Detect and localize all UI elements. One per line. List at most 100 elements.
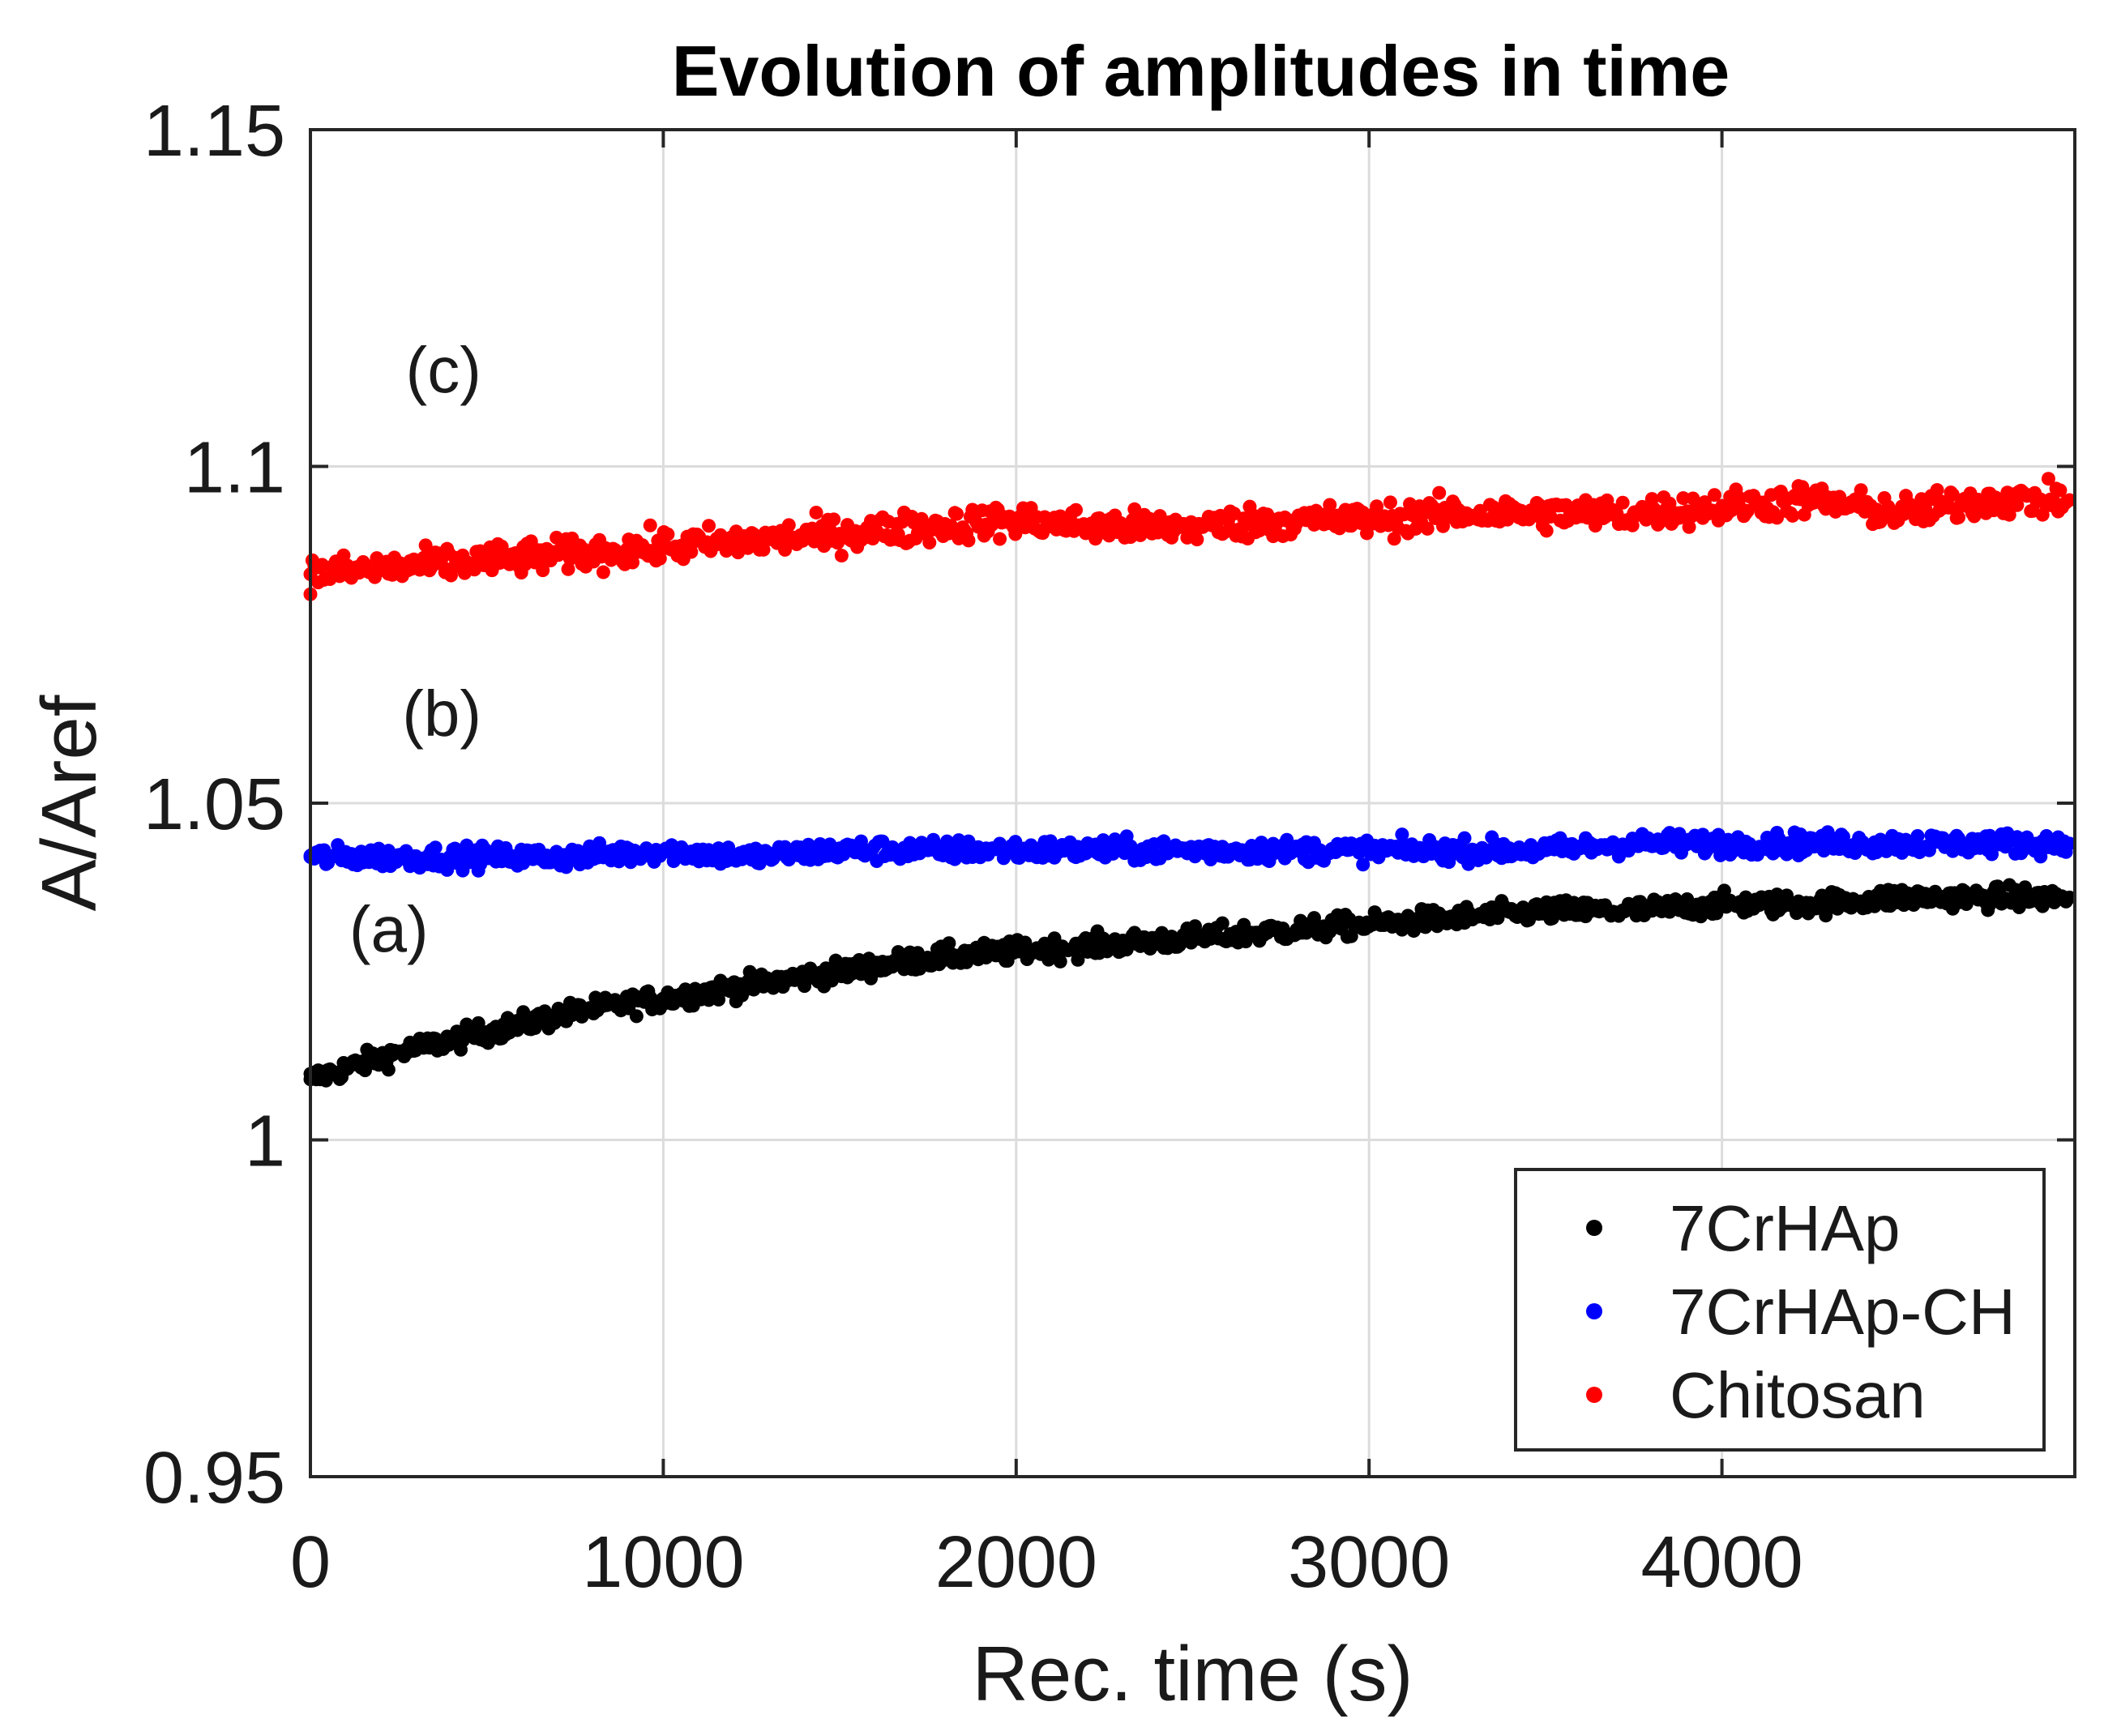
data-point — [2062, 493, 2076, 507]
data-point — [921, 520, 935, 534]
x-axis-label: Rec. time (s) — [972, 1631, 1413, 1717]
scatter-point — [1539, 524, 1554, 538]
legend-label: Chitosan — [1670, 1359, 1926, 1431]
data-point — [1450, 507, 1465, 521]
data-point — [568, 1005, 583, 1020]
data-point — [1538, 507, 1553, 521]
data-point — [1627, 836, 1641, 851]
scatter-point — [1370, 499, 1384, 514]
data-point — [1715, 499, 1730, 514]
scatter-point — [1836, 829, 1850, 844]
scatter-point — [1008, 527, 1023, 541]
data-point — [391, 560, 406, 575]
scatter-point — [1420, 521, 1435, 536]
scatter-point — [1854, 483, 1868, 498]
scatter-point — [1676, 491, 1691, 506]
series-annotation: (a) — [349, 893, 429, 965]
data-point — [656, 991, 670, 1006]
scatter-point — [1567, 896, 1581, 910]
scatter-point — [942, 936, 956, 951]
scatter-point — [781, 518, 796, 532]
scatter-point — [418, 538, 433, 553]
chart-title: Evolution of amplitudes in time — [672, 31, 1730, 111]
data-point — [1186, 930, 1200, 945]
scatter-point — [1713, 848, 1728, 862]
scatter-point — [1930, 483, 1944, 498]
scatter-point — [1686, 491, 1700, 506]
series-annotations: (c) (b) (a) — [349, 334, 481, 965]
x-tick-label: 1000 — [582, 1522, 744, 1603]
y-tick-label: 1 — [245, 1101, 285, 1182]
data-point — [1362, 513, 1376, 528]
grid-lines — [310, 130, 2075, 1477]
data-point — [921, 843, 935, 857]
legend-label: 7CrHAp — [1670, 1192, 1901, 1264]
data-point — [1009, 944, 1024, 959]
scatter-point — [1215, 916, 1229, 930]
scatter-point — [827, 512, 841, 527]
scatter-point — [596, 565, 610, 579]
data-point — [832, 964, 847, 979]
y-tick-label: 1.1 — [184, 428, 285, 509]
data-point — [1979, 836, 1994, 851]
scatter-point — [1682, 520, 1696, 534]
data-point — [921, 951, 935, 965]
y-tick-label: 1.05 — [143, 764, 285, 845]
scatter-point — [1069, 502, 1084, 517]
scatter-point — [1910, 828, 1925, 843]
data-point — [1273, 513, 1288, 528]
scatter-point — [1053, 954, 1067, 968]
scatter-point — [1615, 495, 1630, 510]
data-point — [568, 547, 583, 562]
scatter-point — [834, 549, 849, 563]
scatter-point — [626, 555, 640, 570]
scatter-point — [1457, 831, 1472, 845]
axis-ticks: 0 1000 2000 3000 4000 0.95 1 1.05 1.1 1.15 — [143, 91, 2075, 1603]
data-point — [656, 843, 670, 857]
legend-label: 7CrHAp-CH — [1670, 1276, 2016, 1348]
data-point — [832, 843, 847, 857]
data-point — [1273, 843, 1288, 857]
legend-box — [1514, 1168, 2046, 1452]
scatter-point — [652, 551, 667, 566]
data-point — [1273, 924, 1288, 939]
scatter-point — [1945, 487, 1960, 502]
data-point — [391, 849, 406, 864]
data-point — [1362, 843, 1376, 857]
scatter-point — [440, 862, 455, 877]
data-point — [1097, 843, 1112, 857]
data-point — [1803, 493, 1817, 507]
scatter-point — [961, 533, 976, 548]
scatter-point — [1356, 857, 1371, 872]
data-points — [303, 472, 2076, 1088]
data-point — [480, 849, 494, 864]
data-point — [656, 540, 670, 554]
scatter-point — [2041, 472, 2055, 486]
scatter-point — [950, 507, 964, 521]
legend-marker — [1586, 1387, 1602, 1403]
legend: 7CrHAp 7CrHAp-CH Chitosan — [1514, 1168, 2046, 1452]
data-point — [1627, 507, 1641, 521]
scatter-point — [1323, 498, 1337, 512]
scatter-point — [853, 834, 868, 849]
scatter-point — [2053, 483, 2068, 498]
legend-marker — [1586, 1220, 1602, 1236]
data-point — [744, 533, 759, 548]
scatter-point — [1387, 532, 1401, 546]
data-point — [1362, 917, 1376, 932]
data-point — [1009, 843, 1024, 857]
scatter-point — [1071, 952, 1085, 967]
data-point — [1627, 904, 1641, 918]
scatter-point — [1770, 511, 1785, 525]
data-point — [1715, 897, 1730, 912]
data-point — [1715, 836, 1730, 851]
data-point — [1097, 938, 1112, 952]
scatter-point — [993, 532, 1007, 546]
data-point — [1186, 843, 1200, 857]
data-point — [744, 849, 759, 864]
y-tick-label: 1.15 — [143, 91, 285, 172]
data-point — [1979, 890, 1994, 904]
scatter-point — [428, 840, 443, 855]
data-point — [1538, 843, 1553, 857]
